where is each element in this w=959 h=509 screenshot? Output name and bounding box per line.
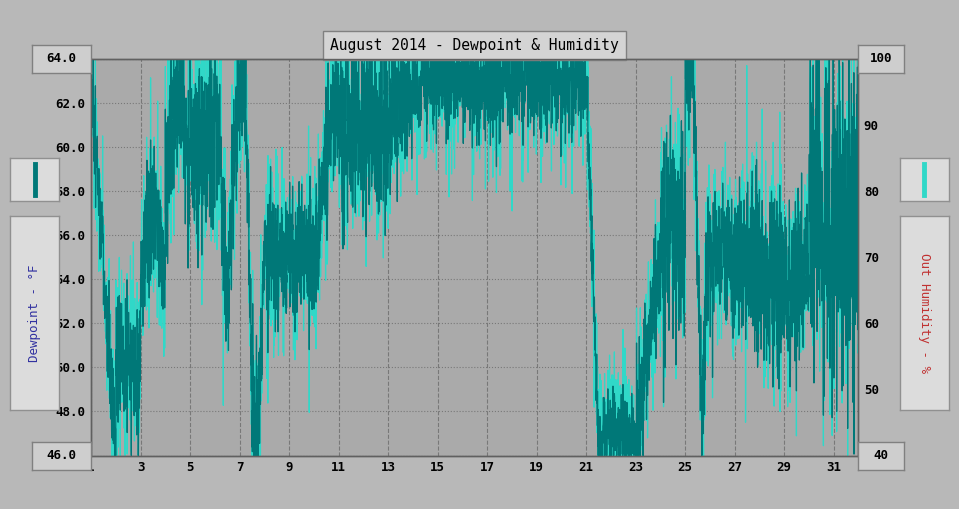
Text: 40: 40 xyxy=(874,449,889,462)
Text: Out Humidity - %: Out Humidity - % xyxy=(918,253,931,373)
Text: 100: 100 xyxy=(870,52,893,65)
Text: 46.0: 46.0 xyxy=(46,449,77,462)
Title: August 2014 - Dewpoint & Humidity: August 2014 - Dewpoint & Humidity xyxy=(330,38,620,53)
Text: 64.0: 64.0 xyxy=(46,52,77,65)
Text: Dewpoint - °F: Dewpoint - °F xyxy=(28,264,41,362)
